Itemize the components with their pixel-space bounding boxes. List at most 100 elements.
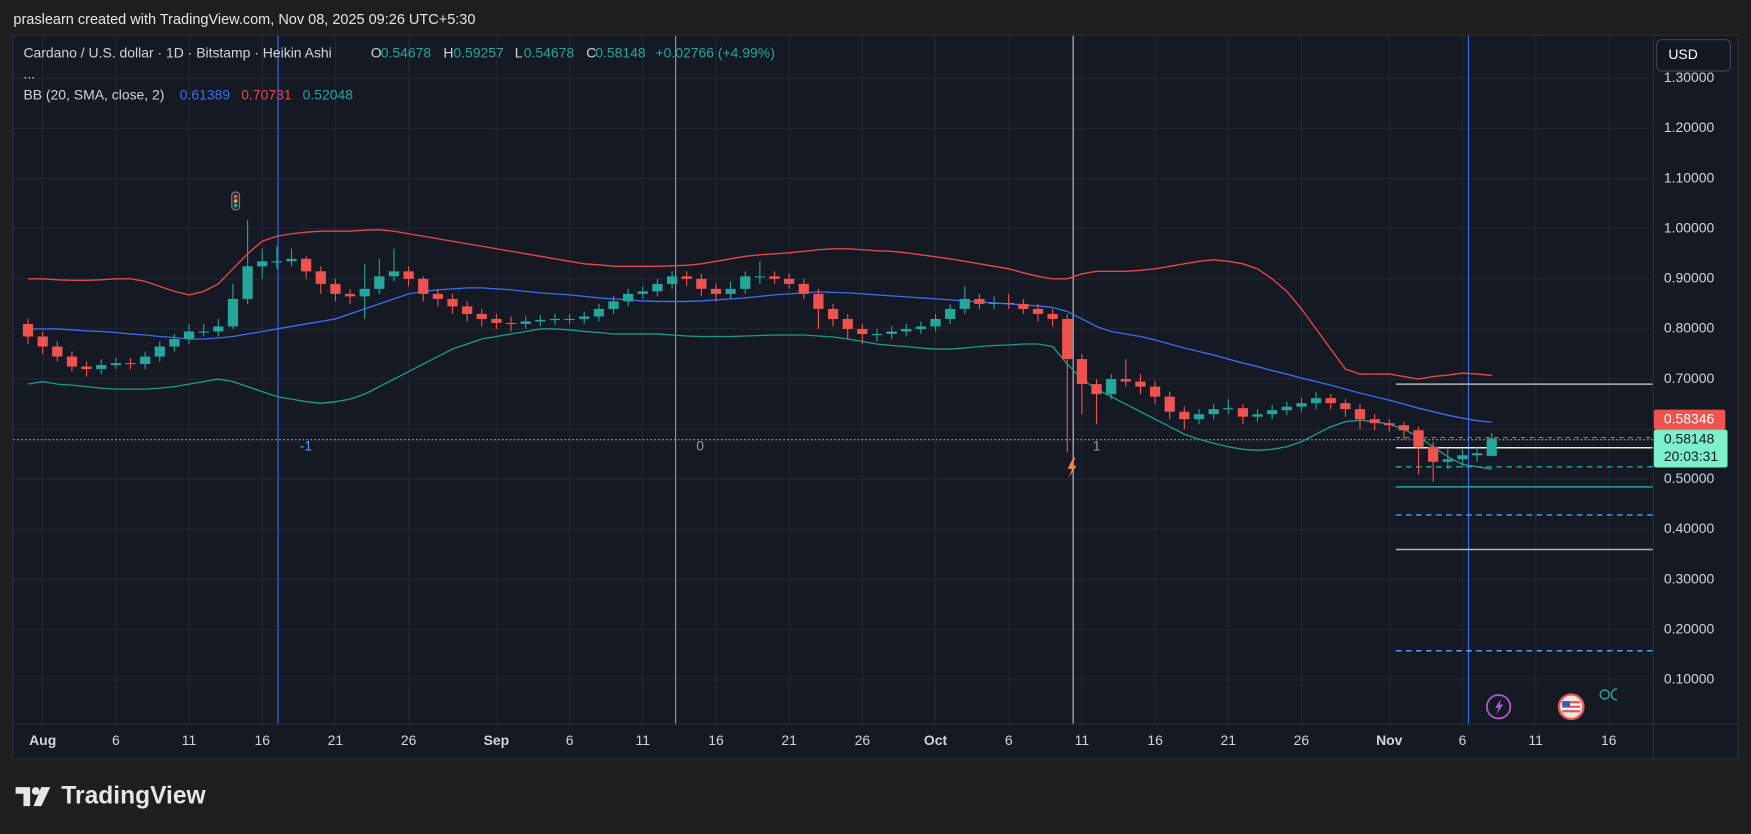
logo-shape [33, 787, 51, 807]
candle-body [1296, 403, 1307, 407]
candle-body [1149, 386, 1161, 397]
candle-body [140, 356, 151, 365]
y-tick-label: 0.10000 [1664, 671, 1715, 687]
candle-body [681, 276, 692, 279]
currency-button[interactable]: USD [1656, 39, 1731, 72]
candle-body [710, 288, 722, 294]
x-tick-label: 21 [781, 732, 797, 748]
last-price-label: 0.58148 [1664, 430, 1715, 446]
candle-body [1106, 379, 1117, 395]
candle-body [1281, 406, 1292, 411]
icon-shape [1562, 703, 1581, 706]
ref-price-tag [1653, 409, 1726, 430]
grid-layer [13, 35, 1653, 724]
candle-body [579, 316, 590, 319]
candle-body [901, 328, 912, 332]
candle-body [476, 313, 487, 319]
y-tick-label: 0.80000 [1664, 320, 1715, 336]
candle-body [1003, 302, 1014, 305]
candle-body [1369, 419, 1380, 424]
candle-body [388, 271, 400, 277]
candle-body [1193, 414, 1205, 420]
candle-body [1442, 459, 1453, 462]
currency-label[interactable]: USD [1668, 46, 1697, 62]
candle-body [915, 326, 927, 329]
candle-body [696, 278, 707, 289]
ohlc-value: 0.54678 [524, 44, 575, 60]
candle-body [535, 319, 546, 322]
lightning-icon[interactable] [1486, 694, 1512, 720]
y-tick-label: 0.90000 [1664, 270, 1715, 286]
candle-body [593, 308, 604, 317]
candle-body [974, 298, 985, 304]
candle-body [344, 293, 356, 297]
ui-layer: Cardano / U.S. dollar · 1D · Bitstamp · … [13, 35, 1738, 810]
candle-body [740, 276, 751, 289]
candle-body [227, 298, 239, 327]
candle-body [52, 346, 63, 357]
icon-shape [1610, 688, 1618, 701]
cycle-label: 0 [696, 437, 704, 453]
candle-body [242, 266, 253, 299]
candle-body [169, 338, 180, 347]
candle-body [1428, 446, 1439, 462]
icon-shape [233, 199, 238, 203]
candle-body [769, 276, 780, 279]
candle-body [22, 323, 34, 337]
indicator-name: BB (20, SMA, close, 2) [23, 87, 164, 103]
x-tick-label: 11 [1528, 732, 1543, 748]
candle-body [564, 318, 575, 321]
indicator-value: 0.61389 [180, 87, 231, 103]
candle-body [491, 318, 502, 323]
candle-body [447, 298, 458, 307]
candle-body [1354, 409, 1366, 420]
change-label: +0.02766 (+4.99%) [656, 44, 775, 60]
ref-price-label: 0.58346 [1664, 410, 1715, 426]
indicator-value: 0.52048 [303, 87, 354, 103]
session-icon[interactable] [1599, 689, 1610, 700]
candle-body [1120, 379, 1131, 382]
x-tick-label: Oct [924, 732, 948, 748]
candle-body [374, 276, 385, 289]
ohlc-label: C [586, 44, 596, 60]
candle-body [1208, 409, 1219, 415]
candle-body [37, 336, 48, 347]
x-tick-label: 26 [401, 732, 417, 748]
y-tick-label: 1.10000 [1664, 169, 1715, 185]
icon-shape [1562, 701, 1581, 713]
candle-body [945, 308, 956, 319]
brand-name: TradingView [61, 783, 206, 810]
candle-body [66, 356, 78, 367]
ohlc-value: 0.54678 [381, 44, 432, 60]
candle-body [213, 326, 224, 332]
cycle-label: -1 [300, 437, 313, 453]
header-caption: praslearn created with TradingView.com, … [13, 12, 475, 28]
candle-body [886, 331, 897, 334]
candle-body [432, 293, 443, 299]
y-tick-label: 1.20000 [1664, 119, 1715, 135]
candle-body [198, 331, 209, 333]
candle-body [183, 331, 195, 339]
candle-body [637, 291, 648, 294]
ohlc-label: H [443, 44, 453, 60]
candle-body [1091, 384, 1102, 395]
candle-body [257, 261, 268, 267]
x-tick-label: Sep [484, 732, 510, 748]
candle-body [1032, 308, 1044, 314]
currency-button-frame[interactable] [1656, 39, 1731, 72]
icon-shape [233, 194, 238, 199]
candle-body [1223, 408, 1234, 410]
brand-logo: TradingView [15, 783, 206, 810]
bottom-icons [1486, 688, 1618, 721]
ohlc-value: 0.59257 [453, 44, 504, 60]
candle-body [1267, 410, 1278, 415]
ohlc-label: O [371, 44, 382, 60]
candle-body [1384, 423, 1395, 426]
y-tick-label: 1.30000 [1664, 69, 1715, 85]
candle-body [418, 278, 429, 294]
cycle-label: 1 [1093, 437, 1101, 453]
x-tick-label: 11 [636, 732, 651, 748]
y-tick-label: 0.70000 [1664, 370, 1715, 386]
candle-body [330, 283, 341, 294]
